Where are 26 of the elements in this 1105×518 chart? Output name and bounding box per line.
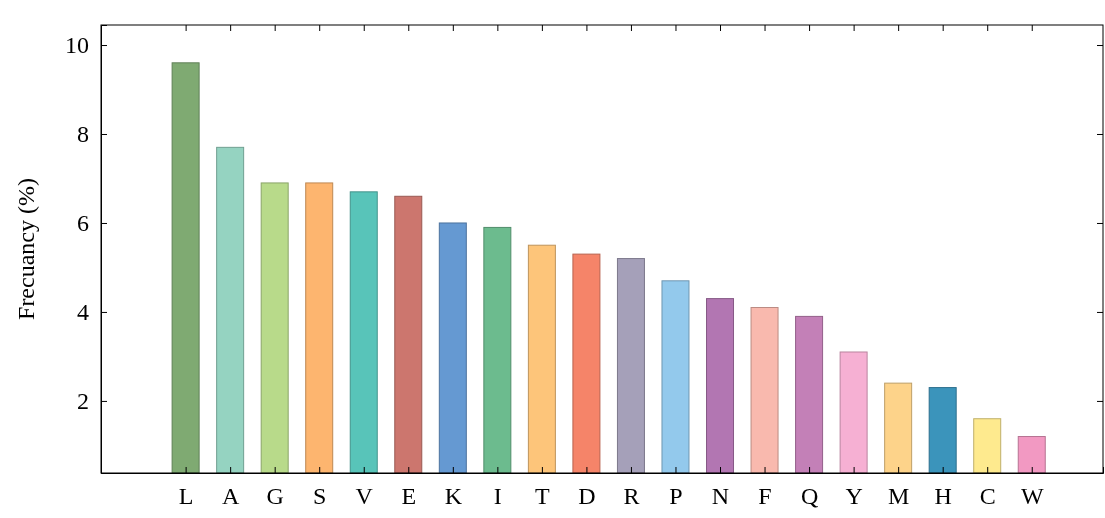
x-tick-label: N	[711, 483, 730, 510]
x-tick-label: R	[623, 483, 640, 510]
y-tick-label: 4	[77, 299, 89, 326]
x-tick-label: L	[178, 483, 194, 510]
x-tick-label: C	[979, 483, 996, 510]
y-tick-label: 10	[65, 32, 89, 59]
x-tick-label: T	[535, 483, 551, 510]
y-axis-title: Frecuancy (%)	[13, 178, 39, 320]
x-tick-label: I	[493, 483, 502, 510]
x-tick-label: E	[401, 483, 417, 510]
x-tick-label: A	[221, 483, 240, 510]
y-tick-label: 6	[77, 210, 89, 237]
y-tick-label: 2	[77, 388, 89, 415]
x-tick-label: D	[578, 483, 596, 510]
x-tick-label: G	[266, 483, 284, 510]
x-tick-label: Y	[845, 483, 863, 510]
x-tick-label: P	[669, 483, 683, 510]
x-tick-label: V	[355, 483, 374, 510]
x-tick-label: W	[1020, 483, 1044, 510]
x-tick-label: M	[887, 483, 910, 510]
x-tick-label: H	[934, 483, 952, 510]
y-tick-label: 8	[77, 121, 89, 148]
x-tick-label: Q	[800, 483, 819, 510]
x-tick-label: F	[758, 483, 772, 510]
x-tick-label: K	[444, 483, 463, 510]
x-tick-label: S	[313, 483, 327, 510]
